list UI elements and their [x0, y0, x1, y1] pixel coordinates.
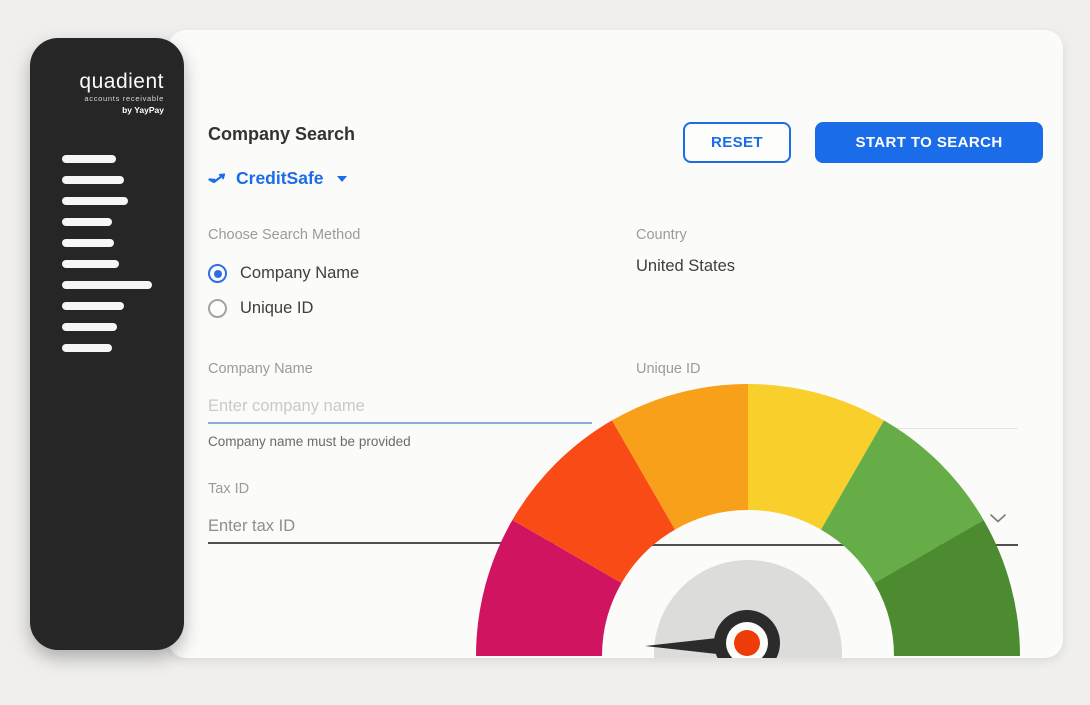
radio-option-unique-id[interactable]: Unique ID [208, 299, 313, 318]
sidebar-menu-placeholder [62, 155, 152, 352]
menu-placeholder-bar [62, 260, 119, 268]
gauge-segment-5 [821, 420, 984, 583]
gauge-hub-center [734, 630, 760, 656]
radio-option-label: Unique ID [240, 299, 314, 317]
menu-placeholder-bar [62, 281, 152, 289]
tax-id-label: Tax ID [208, 481, 250, 497]
gauge-segment-4 [748, 384, 884, 530]
radio-option-company-name[interactable]: Company Name [208, 264, 359, 283]
provider-label: CreditSafe [236, 168, 324, 188]
radio-unselected-icon[interactable] [208, 299, 227, 318]
page-title: Company Search [208, 124, 356, 144]
gauge-segment-6 [874, 520, 1020, 656]
unique-id-label: Unique ID [636, 361, 701, 377]
integration-arrows-icon [208, 173, 226, 184]
sidebar: quadient accounts receivable by YayPay [30, 38, 184, 650]
caret-down-icon [336, 175, 347, 182]
menu-placeholder-bar [62, 239, 114, 247]
start-to-search-button[interactable]: START TO SEARCH [815, 122, 1043, 163]
company-name-error: Company name must be provided [208, 434, 411, 449]
right-select-underline [636, 544, 1018, 546]
menu-placeholder-bar [62, 218, 112, 226]
radio-selected-icon[interactable] [208, 264, 227, 283]
reset-button[interactable]: RESET [683, 122, 791, 163]
logo-sub-text: accounts receivable [84, 94, 164, 103]
quadient-logo: quadient accounts receivable by YayPay [30, 70, 170, 115]
provider-selector[interactable]: CreditSafe [208, 168, 347, 189]
gauge-inner-dome [654, 560, 842, 658]
menu-placeholder-bar [62, 197, 128, 205]
credit-score-gauge [476, 384, 1020, 658]
gauge-segment-3 [612, 384, 748, 530]
gauge-segments [476, 384, 1020, 656]
logo-by-text: by YayPay [122, 105, 164, 115]
menu-placeholder-bar [62, 302, 124, 310]
radio-option-label: Company Name [240, 264, 360, 282]
country-label: Country [636, 227, 687, 243]
menu-placeholder-bar [62, 176, 124, 184]
gauge-segment-1 [476, 520, 622, 656]
gauge-segment-2 [512, 420, 675, 583]
chevron-down-icon[interactable] [989, 513, 1007, 524]
company-name-label: Company Name [208, 361, 313, 377]
company-name-input[interactable] [208, 390, 592, 424]
menu-placeholder-bar [62, 155, 116, 163]
search-method-label: Choose Search Method [208, 227, 361, 243]
menu-placeholder-bar [62, 344, 112, 352]
menu-placeholder-bar [62, 323, 117, 331]
country-value: United States [636, 257, 736, 275]
logo-brand-text: quadient [79, 70, 164, 93]
company-search-panel: Company Search CreditSafe RESET START TO… [168, 30, 1063, 658]
